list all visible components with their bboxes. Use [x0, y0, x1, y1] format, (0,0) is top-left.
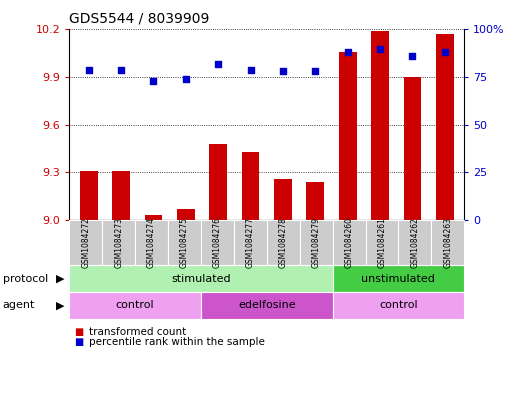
- Text: GSM1084277: GSM1084277: [246, 217, 255, 268]
- Text: GSM1084279: GSM1084279: [311, 217, 321, 268]
- Text: control: control: [116, 300, 154, 310]
- Text: GSM1084274: GSM1084274: [147, 217, 156, 268]
- Text: agent: agent: [3, 300, 35, 310]
- Bar: [80, 171, 97, 220]
- Text: ■: ■: [74, 327, 84, 337]
- Bar: [242, 152, 260, 220]
- Text: unstimulated: unstimulated: [362, 274, 436, 284]
- Bar: [112, 171, 130, 220]
- Text: GSM1084276: GSM1084276: [213, 217, 222, 268]
- Text: GSM1084273: GSM1084273: [114, 217, 123, 268]
- Text: GSM1084275: GSM1084275: [180, 217, 189, 268]
- Text: transformed count: transformed count: [89, 327, 186, 337]
- Point: [279, 68, 287, 75]
- Text: GSM1084261: GSM1084261: [378, 217, 386, 268]
- Bar: [145, 215, 162, 220]
- Text: GSM1084260: GSM1084260: [345, 217, 353, 268]
- Point: [85, 66, 93, 73]
- Text: percentile rank within the sample: percentile rank within the sample: [89, 337, 265, 347]
- Text: GSM1084272: GSM1084272: [81, 217, 90, 268]
- Point: [117, 66, 125, 73]
- Point: [182, 76, 190, 82]
- Point: [441, 49, 449, 55]
- Bar: [306, 182, 324, 220]
- Text: ▶: ▶: [55, 300, 64, 310]
- Point: [246, 66, 254, 73]
- Text: control: control: [379, 300, 418, 310]
- Point: [214, 61, 222, 67]
- Point: [408, 53, 417, 59]
- Text: ▶: ▶: [55, 274, 64, 284]
- Point: [311, 68, 320, 75]
- Point: [149, 78, 157, 84]
- Text: GSM1084263: GSM1084263: [443, 217, 452, 268]
- Bar: [436, 34, 453, 220]
- Bar: [404, 77, 421, 220]
- Text: protocol: protocol: [3, 274, 48, 284]
- Bar: [177, 209, 195, 220]
- Bar: [339, 52, 357, 220]
- Text: edelfosine: edelfosine: [238, 300, 295, 310]
- Point: [344, 49, 352, 55]
- Bar: [209, 144, 227, 220]
- Text: GSM1084262: GSM1084262: [410, 217, 420, 268]
- Text: GDS5544 / 8039909: GDS5544 / 8039909: [69, 11, 210, 26]
- Bar: [371, 31, 389, 220]
- Point: [376, 45, 384, 51]
- Text: ■: ■: [74, 337, 84, 347]
- Text: GSM1084278: GSM1084278: [279, 217, 288, 268]
- Bar: [274, 179, 292, 220]
- Text: stimulated: stimulated: [171, 274, 231, 284]
